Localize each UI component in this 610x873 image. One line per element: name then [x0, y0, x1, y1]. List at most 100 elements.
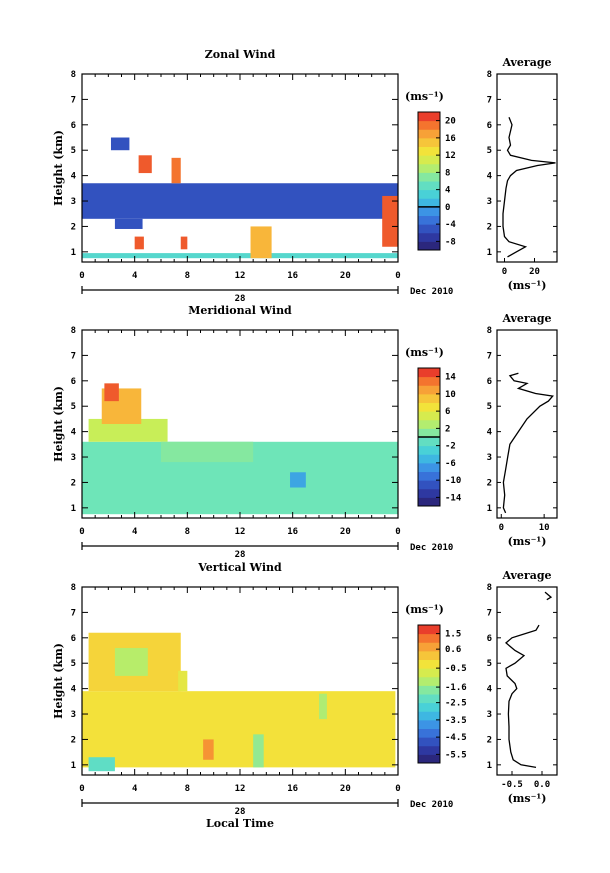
- colorbar-segment: [418, 488, 440, 498]
- data-patch: [114, 218, 143, 229]
- y-tick-label: 2: [71, 478, 76, 488]
- profile-x-tick-label: -0.5: [501, 780, 523, 790]
- profile-y-tick-label: 8: [487, 583, 492, 593]
- colorbar-tick-label: -14: [445, 493, 462, 503]
- colorbar-frame: [417, 111, 441, 251]
- y-tick-label: 4: [71, 428, 77, 438]
- profile-y-tick-label: 6: [487, 634, 492, 644]
- data-patch: [134, 236, 144, 250]
- x-tick-label: 8: [185, 271, 190, 281]
- colorbar-segment: [418, 728, 440, 738]
- colorbar-tick-label: -2.5: [445, 699, 467, 709]
- colorbar-segment: [418, 694, 440, 704]
- data-patch: [203, 739, 214, 760]
- colorbar-segment: [418, 633, 440, 643]
- profile-line: [504, 591, 553, 769]
- colorbar-segment: [418, 376, 440, 386]
- colorbar-unit: (ms⁻¹): [405, 346, 444, 359]
- y-tick-label: 3: [71, 710, 76, 720]
- profile-title: Average: [501, 56, 551, 69]
- profile-y-tick-label: 2: [487, 735, 492, 745]
- y-tick-label: 6: [71, 121, 76, 131]
- profile-frame: [496, 329, 558, 519]
- y-tick-label: 1: [71, 248, 76, 258]
- colorbar-segment: [418, 445, 440, 455]
- y-tick-label: 3: [71, 197, 76, 207]
- x-tick-label: 16: [287, 271, 298, 281]
- profile-y-tick-label: 5: [487, 402, 492, 412]
- colorbar-tick-label: 6: [445, 407, 450, 417]
- y-tick-label: 4: [71, 685, 77, 695]
- data-patch: [382, 195, 398, 247]
- colorbar-tick-label: -0.5: [445, 664, 467, 674]
- x-tick-label: 20: [340, 784, 351, 794]
- colorbar-segment: [418, 668, 440, 678]
- colorbar-tick-label: 0.6: [445, 645, 461, 655]
- colorbar-tick-label: -10: [445, 476, 461, 486]
- profile-x-tick-label: 0.0: [534, 780, 550, 790]
- y-tick-label: 6: [71, 377, 76, 387]
- colorbar-segment: [418, 685, 440, 695]
- data-patch: [104, 383, 119, 402]
- panel-title: Meridional Wind: [188, 304, 292, 317]
- colorbar-segment: [418, 650, 440, 660]
- profile-y-tick-label: 1: [487, 504, 492, 514]
- colorbar-segment: [418, 754, 440, 764]
- colorbar-segment: [418, 198, 440, 208]
- x-tick-label: 16: [287, 527, 298, 537]
- profile-y-tick-label: 3: [487, 197, 492, 207]
- y-axis-label: Height (km): [52, 130, 65, 206]
- y-tick-label: 8: [71, 70, 76, 80]
- colorbar-segment: [418, 428, 440, 438]
- colorbar-segment: [418, 402, 440, 412]
- colorbar-segment: [418, 163, 440, 173]
- colorbar-segment: [418, 368, 440, 378]
- colorbar-segment: [418, 224, 440, 234]
- colorbar-segment: [418, 471, 440, 481]
- profile-y-tick-label: 7: [487, 351, 492, 361]
- profile-x-label: (ms⁻¹): [508, 279, 547, 292]
- colorbar-segment: [418, 676, 440, 686]
- y-tick-label: 6: [71, 634, 76, 644]
- y-tick-label: 2: [71, 222, 76, 232]
- date-label: Dec 2010: [410, 287, 453, 297]
- data-patch: [88, 418, 168, 442]
- profile-y-tick-label: 3: [487, 710, 492, 720]
- colorbar-tick-label: 2: [445, 424, 450, 434]
- y-tick-label: 1: [71, 504, 76, 514]
- profile-y-tick-label: 3: [487, 453, 492, 463]
- x-tick-label: 12: [235, 784, 246, 794]
- data-patch: [82, 253, 398, 259]
- colorbar-tick-label: -4: [445, 220, 456, 230]
- y-tick-label: 7: [71, 608, 76, 618]
- colorbar-segment: [418, 642, 440, 652]
- x-tick-label: 4: [132, 271, 138, 281]
- profile-x-tick-label: 0: [499, 523, 504, 533]
- x-tick-label: 8: [185, 784, 190, 794]
- colorbar-tick-label: -3.5: [445, 716, 467, 726]
- y-tick-label: 7: [71, 351, 76, 361]
- colorbar-unit: (ms⁻¹): [405, 603, 444, 616]
- colorbar-tick-label: -1.6: [445, 683, 467, 693]
- profile-y-tick-label: 6: [487, 121, 492, 131]
- colorbar-segment: [418, 393, 440, 403]
- y-tick-label: 1: [71, 761, 76, 771]
- profile-y-tick-label: 7: [487, 608, 492, 618]
- colorbar-segment: [418, 419, 440, 429]
- data-patch: [253, 734, 264, 768]
- profile-x-label: (ms⁻¹): [508, 535, 547, 548]
- date-day: 28: [235, 550, 246, 560]
- colorbar-segment: [418, 206, 440, 216]
- data-patch: [171, 157, 181, 184]
- x-tick-label: 0: [79, 527, 84, 537]
- colorbar-segment: [418, 719, 440, 729]
- data-patch: [180, 236, 188, 250]
- profile-x-tick-label: 0: [502, 267, 507, 277]
- data-patch: [319, 693, 327, 720]
- colorbar-segment: [418, 737, 440, 747]
- colorbar-tick-label: 20: [445, 117, 456, 127]
- colorbar-segment: [418, 497, 440, 507]
- x-axis-label: Local Time: [206, 817, 274, 830]
- x-tick-label: 16: [287, 784, 298, 794]
